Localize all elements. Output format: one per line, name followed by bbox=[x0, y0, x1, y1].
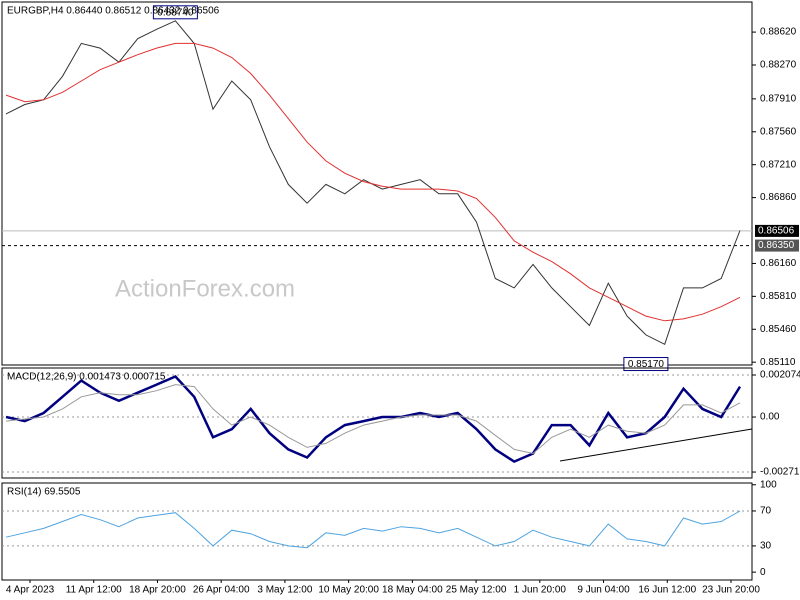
panel-title: MACD(12,26,9) 0.001473 0.000715 bbox=[7, 372, 166, 383]
series-line bbox=[5, 375, 742, 464]
annotation-label: 0.88740 bbox=[157, 7, 194, 18]
y-tick-label: 0.87210 bbox=[760, 159, 797, 170]
x-tick-label: 23 Jun 20:00 bbox=[702, 585, 760, 596]
x-tick-label: 18 May 04:00 bbox=[382, 585, 443, 596]
y-tick-label: 0.85460 bbox=[760, 324, 797, 335]
x-tick-label: 4 Apr 2023 bbox=[6, 585, 55, 596]
x-tick-label: 10 May 20:00 bbox=[318, 585, 379, 596]
x-tick-label: 16 Jun 12:00 bbox=[638, 585, 696, 596]
y-tick-label: 70 bbox=[760, 506, 772, 517]
panel-frame bbox=[1, 367, 753, 479]
x-tick-label: 3 May 12:00 bbox=[257, 585, 312, 596]
x-tick-label: 1 Jun 20:00 bbox=[514, 585, 567, 596]
panel-frame bbox=[1, 1, 753, 366]
y-tick-label: 0.002074 bbox=[760, 370, 800, 381]
y-tick-label: 30 bbox=[760, 541, 772, 552]
x-tick-label: 11 Apr 12:00 bbox=[66, 585, 122, 596]
y-tick-label: 0.87910 bbox=[760, 94, 797, 105]
trend-line bbox=[559, 428, 753, 462]
series-line bbox=[5, 42, 741, 322]
y-tick-label: 0.85110 bbox=[760, 357, 796, 368]
x-tick-label: 18 Apr 20:00 bbox=[129, 585, 186, 596]
y-tick-label: 100 bbox=[760, 479, 777, 490]
level-box bbox=[755, 239, 799, 252]
y-tick-label: 0.86860 bbox=[760, 192, 797, 203]
annotation-box bbox=[152, 5, 198, 20]
series-line bbox=[5, 384, 741, 455]
x-tick-label: 9 Jun 04:00 bbox=[577, 585, 630, 596]
y-tick-label: -0.002716 bbox=[760, 467, 800, 478]
y-tick-label: 0.88270 bbox=[760, 60, 797, 71]
y-tick-label: 0.88620 bbox=[760, 27, 797, 38]
series-line bbox=[5, 510, 741, 549]
y-tick-label: 0.87560 bbox=[760, 126, 797, 137]
annotation-box bbox=[623, 357, 669, 372]
x-tick-label: 25 May 12:00 bbox=[446, 585, 507, 596]
level-label: 0.86506 bbox=[758, 226, 795, 237]
y-tick-label: 0 bbox=[760, 567, 766, 578]
y-tick-label: 0.86160 bbox=[760, 258, 797, 269]
level-label: 0.86350 bbox=[758, 240, 795, 251]
panel-title: RSI(14) 69.5505 bbox=[7, 487, 81, 498]
panel-frame bbox=[1, 482, 753, 581]
panel-title: EURGBP,H4 0.86440 0.86512 0.86432 0.8650… bbox=[7, 6, 220, 17]
watermark: ActionForex.com bbox=[115, 275, 295, 302]
x-tick-label: 26 Apr 04:00 bbox=[193, 585, 250, 596]
annotation-label: 0.85170 bbox=[628, 359, 665, 370]
level-box bbox=[755, 224, 799, 237]
y-tick-label: 0.00 bbox=[760, 412, 780, 423]
y-tick-label: 0.85810 bbox=[760, 291, 797, 302]
